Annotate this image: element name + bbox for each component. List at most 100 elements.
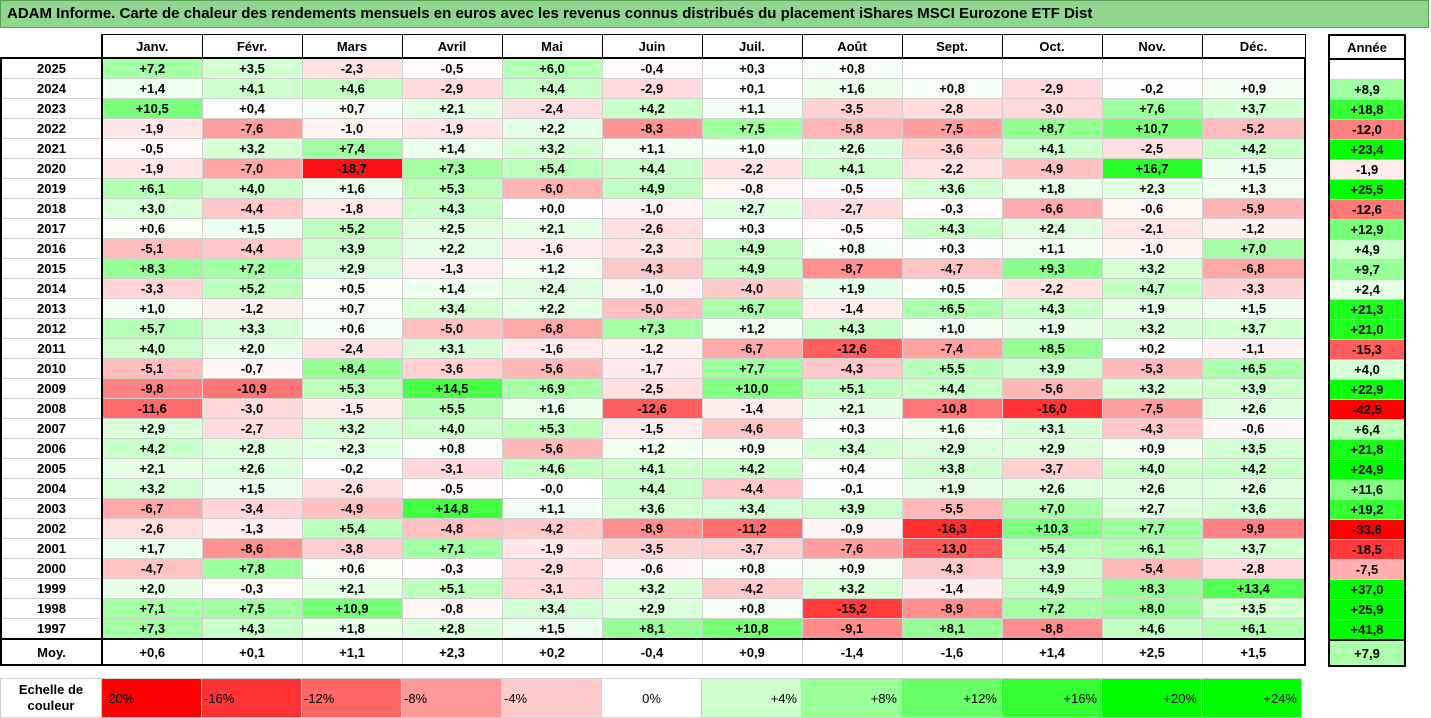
annual-cell: -33,6	[1328, 519, 1406, 540]
heatmap-row: 2023 +10,5 +0,4 +0,7 +2,1 -2,4 +4,2 +1,1 -3,5 -2,…	[0, 98, 1306, 119]
heatmap-cell: -12,6	[801, 338, 903, 359]
monthly-heatmap-table: Janv. Févr. Mars Avril Mai Juin Juil. Août Sept.…	[0, 34, 1306, 666]
heatmap-cell: +4,3	[901, 218, 1003, 239]
heatmap-cell: +7,6	[1101, 98, 1203, 119]
average-cell: +0,2	[501, 638, 603, 666]
heatmap-cell: +0,5	[301, 278, 403, 299]
annual-row: -12,6	[1328, 199, 1406, 220]
heatmap-cell: -12,6	[601, 398, 703, 419]
heatmap-cell: +4,1	[201, 78, 303, 99]
heatmap-cell: +14,8	[401, 498, 503, 519]
heatmap-cell: -2,2	[901, 158, 1003, 179]
heatmap-cell: +2,9	[601, 598, 703, 619]
average-row: Moy. +0,6 +0,1 +1,1 +2,3 +0,2 -0,4 +0,9 -1,4 -1,6…	[0, 638, 1306, 666]
heatmap-cell: +5,4	[501, 158, 603, 179]
heatmap-cell: -0,6	[1101, 198, 1203, 219]
annual-row: -33,6	[1328, 519, 1406, 540]
heatmap-cell: +1,6	[901, 418, 1003, 439]
heatmap-cell: -6,8	[1201, 258, 1306, 279]
annual-cell: +6,4	[1328, 419, 1406, 440]
heatmap-cell: +0,9	[801, 558, 903, 579]
heatmap-cell: -8,6	[201, 538, 303, 559]
heatmap-cell: +4,6	[501, 458, 603, 479]
year-label: 2009	[0, 378, 103, 399]
year-label: 2011	[0, 338, 103, 359]
heatmap-cell: +1,6	[501, 398, 603, 419]
heatmap-cell: -4,3	[901, 558, 1003, 579]
heatmap-cell: -8,9	[601, 518, 703, 539]
annual-cell: +24,9	[1328, 459, 1406, 480]
heatmap-cell: -11,2	[701, 518, 803, 539]
heatmap-cell: +8,1	[601, 618, 703, 640]
heatmap-row: 2013 +1,0 -1,2 +0,7 +3,4 +2,2 -5,0 +6,7 -1,4 +6,5…	[0, 298, 1306, 319]
heatmap-cell: +1,5	[201, 478, 303, 499]
heatmap-cell: -9,8	[101, 378, 203, 399]
heatmap-row: 2012 +5,7 +3,3 +0,6 -5,0 -6,8 +7,3 +1,2 +4,3 +1,0…	[0, 318, 1306, 339]
heatmap-cell: +4,9	[701, 238, 803, 259]
heatmap-cell: +3,6	[601, 498, 703, 519]
heatmap-cell: +6,1	[101, 178, 203, 199]
heatmap-cell: +8,4	[301, 358, 403, 379]
heatmap-cell: -4,2	[701, 578, 803, 599]
heatmap-cell: +2,2	[501, 118, 603, 139]
heatmap-cell: +3,6	[901, 178, 1003, 199]
heatmap-cell: -2,4	[501, 98, 603, 119]
heatmap-cell: -1,9	[101, 158, 203, 179]
heatmap-cell: +0,7	[301, 98, 403, 119]
annual-row	[1328, 58, 1406, 80]
heatmap-cell: -5,6	[501, 358, 603, 379]
heatmap-cell: +3,8	[901, 458, 1003, 479]
heatmap-cell: +2,9	[1001, 438, 1103, 459]
heatmap-cell: +2,1	[101, 458, 203, 479]
month-header: Mai	[501, 34, 603, 59]
color-scale-swatch: +24%	[1201, 678, 1302, 718]
heatmap-cell: -13,0	[901, 538, 1003, 559]
heatmap-cell: -5,9	[1201, 198, 1306, 219]
heatmap-cell: -3,6	[901, 138, 1003, 159]
heatmap-cell: +0,4	[801, 458, 903, 479]
annual-row: +12,9	[1328, 219, 1406, 240]
color-scale-swatch: -8%	[401, 678, 502, 718]
heatmap-cell: +9,3	[1001, 258, 1103, 279]
heatmap-cell: +5,7	[101, 318, 203, 339]
heatmap-cell: +0,6	[301, 558, 403, 579]
color-scale-swatch: -4%	[501, 678, 602, 718]
heatmap-cell: +10,7	[1101, 118, 1203, 139]
heatmap-cell: -9,9	[1201, 518, 1306, 539]
heatmap-row: 2015 +8,3 +7,2 +2,9 -1,3 +1,2 -4,3 +4,9 -8,7 -4,7…	[0, 258, 1306, 279]
heatmap-cell: +3,2	[801, 578, 903, 599]
month-header: Déc.	[1201, 34, 1306, 59]
heatmap-cell: +2,4	[1001, 218, 1103, 239]
heatmap-cell: +0,9	[1201, 78, 1306, 99]
heatmap-cell: -3,7	[701, 538, 803, 559]
annual-cell: +9,7	[1328, 259, 1406, 280]
heatmap-cell: +4,1	[601, 458, 703, 479]
heatmap-cell: -3,6	[401, 358, 503, 379]
year-label: 2021	[0, 138, 103, 159]
heatmap-cell: +1,8	[1001, 178, 1103, 199]
heatmap-cell: +16,7	[1101, 158, 1203, 179]
heatmap-cell: +3,2	[101, 478, 203, 499]
heatmap-cell: +4,4	[501, 78, 603, 99]
annual-row: +23,4	[1328, 139, 1406, 160]
heatmap-row: 2001 +1,7 -8,6 -3,8 +7,1 -1,9 -3,5 -3,7 -7,6 -13,…	[0, 538, 1306, 559]
heatmap-cell: +4,9	[601, 178, 703, 199]
heatmap-cell: +8,5	[1001, 338, 1103, 359]
heatmap-cell: -2,9	[601, 78, 703, 99]
heatmap-cell: +3,1	[401, 338, 503, 359]
year-label: 2001	[0, 538, 103, 559]
month-header: Janv.	[101, 34, 203, 59]
heatmap-cell: +0,9	[1101, 438, 1203, 459]
month-header: Mars	[301, 34, 403, 59]
heatmap-cell: -2,7	[801, 198, 903, 219]
heatmap-cell: -5,0	[601, 298, 703, 319]
heatmap-cell: +8,7	[1001, 118, 1103, 139]
heatmap-row: 2022 -1,9 -7,6 -1,0 -1,9 +2,2 -8,3 +7,5 -5,8 -7,5…	[0, 118, 1306, 139]
heatmap-cell: +3,9	[301, 238, 403, 259]
heatmap-cell: -5,3	[1101, 358, 1203, 379]
heatmap-cell: +4,0	[401, 418, 503, 439]
heatmap-cell: +0,6	[101, 218, 203, 239]
year-label: 2024	[0, 78, 103, 99]
heatmap-cell: +10,5	[101, 98, 203, 119]
heatmap-row: 2004 +3,2 +1,5 -2,6 -0,5 -0,0 +4,4 -4,4 -0,1 +1,9…	[0, 478, 1306, 499]
